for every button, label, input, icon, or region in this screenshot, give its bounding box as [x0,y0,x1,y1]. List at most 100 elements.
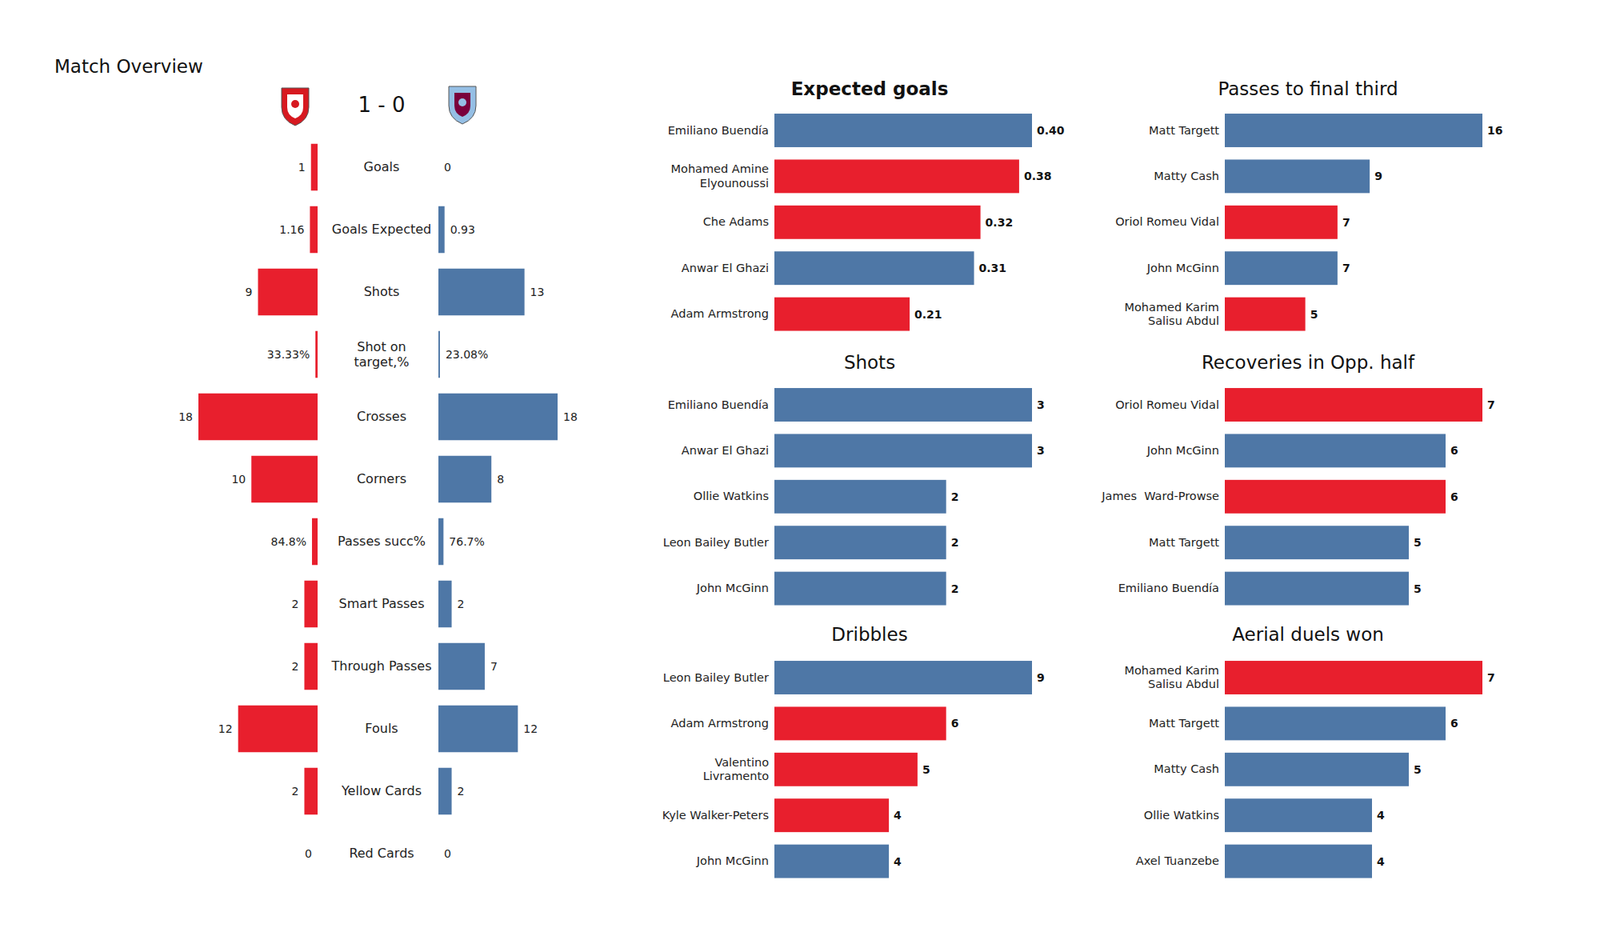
category-label: Leon Bailey Butler [663,536,769,549]
category-tick: Shots [364,284,400,300]
overview-chart: Match Overview1 - 011.16933.33%181084.8%… [54,56,578,861]
category-label: Che Adams [703,215,769,228]
data-label: 6 [1450,716,1459,730]
bar [438,643,485,691]
data-label: 7 [490,660,498,673]
bar [774,297,910,332]
bar [1224,798,1372,832]
label-line: Through Passes [330,658,432,674]
label-line: Livramento [703,769,769,783]
data-label: 3 [1036,444,1045,457]
category-tick: Che Adams [703,215,769,228]
data-label: 4 [1376,855,1385,868]
bar [438,518,444,566]
logo-shield [281,88,309,126]
category-tick: Matty Cash [1153,169,1220,183]
label-line: Che Adams [703,215,769,228]
category-label: ValentinoLivramento [703,756,769,783]
bar [774,660,1032,695]
label-line: Emiliano Buendía [1118,581,1220,595]
label-line: Crosses [356,408,407,424]
category-label: John McGinn [1146,444,1220,457]
label-line: Matt Targett [1148,716,1220,730]
logo-detail [287,94,304,119]
label-line: Axel Tuanzebe [1136,854,1220,868]
data-label: 5 [1413,763,1422,776]
data-label: 5 [922,763,931,776]
bar [1224,297,1306,332]
category-label: Matty Cash [1153,762,1220,776]
data-label: 2 [951,490,960,504]
label-line: Red Cards [348,845,414,861]
bars [774,113,1032,332]
data-labels: 11.16933.33%181084.8%22122000.931323.08%… [178,160,578,860]
data-label: 0 [304,847,312,860]
data-label: 4 [893,855,902,868]
bar [438,830,440,878]
label-line: Anwar El Ghazi [681,261,769,275]
category-tick: John McGinn [696,581,769,595]
data-label: 76.7% [448,535,484,548]
category-tick: Crosses [356,408,407,424]
category-tick: Leon Bailey Butler [663,536,769,549]
category-label: Adam Armstrong [671,307,769,320]
bar [312,518,318,566]
data-label: 2 [292,597,300,611]
category-label: Emiliano Buendía [668,398,769,412]
bar [238,705,318,753]
category-tick: Yellow Cards [340,783,422,799]
bar [438,456,492,504]
bar [438,705,518,753]
category-tick: Matt Targett [1148,716,1220,730]
away-logo [448,86,476,124]
category-label: James Ward-Prowse [1100,489,1220,503]
label-line: Salisu Abdul [1148,314,1220,328]
label-line: Ollie Watkins [693,489,769,503]
category-tick: Adam Armstrong [671,716,769,730]
bar [774,388,1032,422]
category-label: Matt Targett [1148,716,1220,730]
category-axis: GoalsGoals ExpectedShotsShot ontarget,%C… [330,159,432,861]
bar [1224,159,1370,193]
data-label: 12 [218,722,233,736]
category-label: Fouls [364,720,398,736]
bar [438,331,440,379]
category-tick: Leon Bailey Butler [663,671,769,684]
category-label: Red Cards [348,845,414,861]
label-line: Ollie Watkins [1144,808,1220,822]
data-label: 7 [1487,671,1496,684]
bar [774,480,947,514]
bar [438,580,452,628]
category-label: Passes succ% [337,533,426,549]
chart-title: Recoveries in Opp. half [1201,352,1416,373]
bar [1224,433,1446,468]
data-label: 1.16 [279,223,304,236]
category-label: Shots [364,284,400,300]
bar [774,113,1032,148]
label-line: Leon Bailey Butler [663,671,769,684]
label-line: Oriol Romeu Vidal [1115,215,1220,228]
bars [1224,660,1483,879]
category-tick: Oriol Romeu Vidal [1115,398,1220,412]
data-label: 0 [444,847,452,860]
data-label: 6 [951,716,960,730]
category-tick: Smart Passes [338,596,424,612]
chart-title: Shots [844,352,896,373]
category-label: Emiliano Buendía [668,124,769,137]
bar [1224,205,1338,240]
category-label: Crosses [356,408,407,424]
category-tick: Goals Expected [332,221,432,237]
score: 1 - 0 [358,92,406,117]
bar [1224,251,1338,285]
data-label: 6 [1450,444,1459,457]
label-line: target,% [354,354,410,370]
data-label: 4 [1376,808,1385,822]
category-label: Ollie Watkins [693,489,769,503]
category-label: Matt Targett [1148,536,1220,549]
category-tick: Matt Targett [1148,124,1220,137]
category-tick: Matty Cash [1153,762,1220,776]
label-line: John McGinn [696,581,769,595]
bar [258,268,319,316]
data-label: 2 [292,784,300,798]
bar [1224,113,1483,148]
